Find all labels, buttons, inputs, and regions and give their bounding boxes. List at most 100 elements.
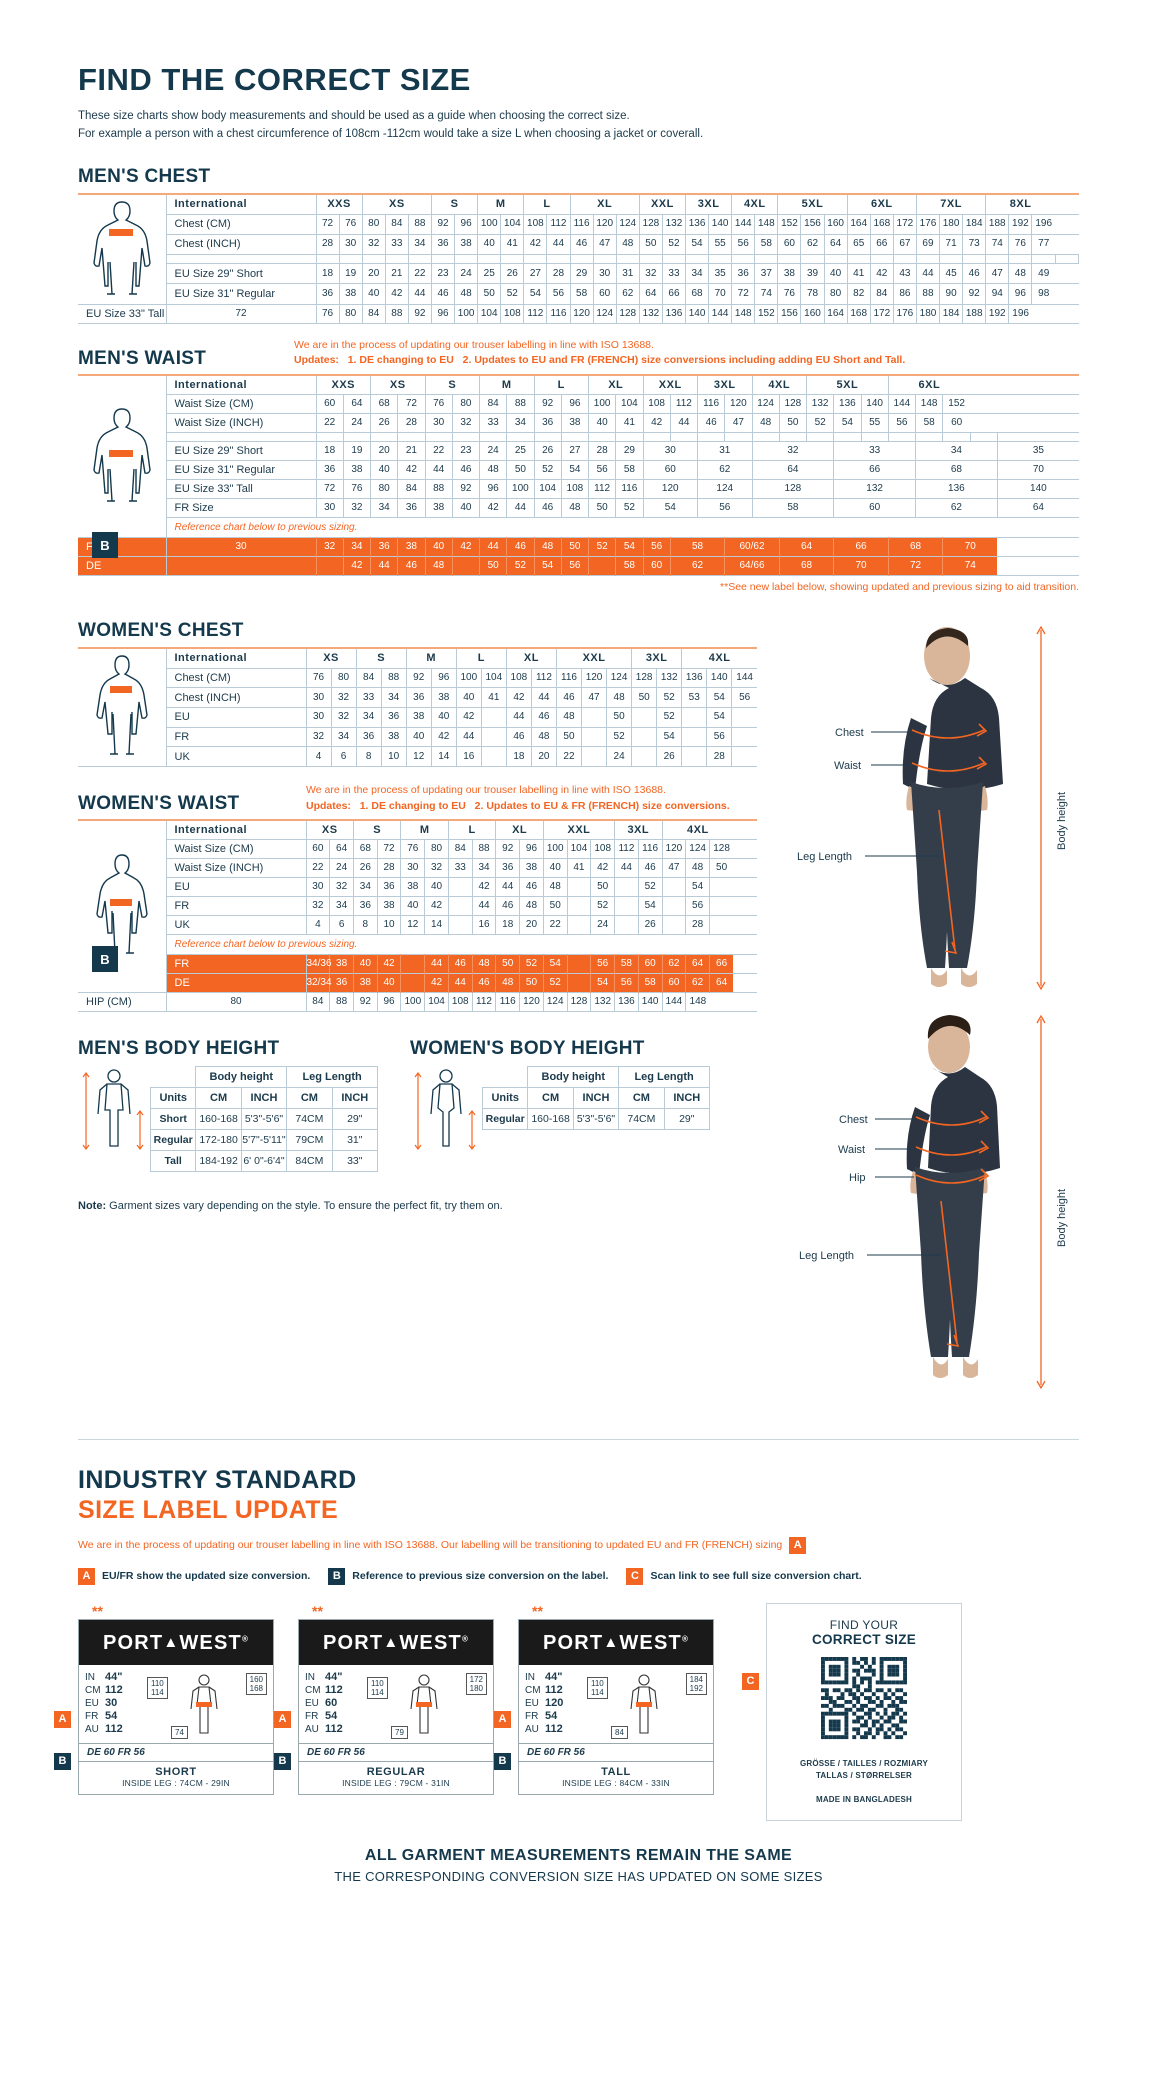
spec-row-eu: EU 60 [305,1697,363,1710]
womens-body-height-title: WOMEN'S BODY HEIGHT [410,1038,645,1060]
row-label: International [166,820,307,840]
mountain-icon: ▲ [163,1633,180,1651]
cell: 92 [353,992,378,1012]
cell [662,915,687,935]
cell: 47 [985,263,1010,284]
spec-row-fr: FR 54 [525,1710,583,1723]
cell: 50 [779,413,808,433]
cell: 40 [353,954,378,974]
cell: 136 [915,479,998,499]
cell: 14 [431,746,457,767]
iso-note-men: We are in the process of updating our tr… [294,338,654,351]
cell: 152 [754,304,779,324]
cell: 128 [779,394,808,414]
cell: 24 [606,746,633,767]
cell: 60 [306,839,331,859]
cell: 23 [431,263,456,284]
cell: 108 [643,394,671,414]
cell: 45 [939,263,964,284]
cell: 38 [519,858,544,878]
cell: 18 [495,915,521,935]
cell: 50 [477,283,502,305]
spec-key: AU [525,1723,539,1735]
size-header-m: M [479,375,535,395]
legend-text-a: EU/FR show the updated size conversion. [102,1570,311,1583]
mountain-icon: ▲ [603,1633,620,1651]
cell: 72 [888,556,944,576]
qr-code[interactable] [821,1656,907,1743]
cell [732,727,757,747]
table-header-row: International XXS XS S M L XL XXL 3XL 4XL 5XL 6XL [78,375,1079,538]
cell: 64 [685,954,710,974]
spec-row-au: AU 112 [305,1723,363,1736]
spacer-cell [166,254,317,264]
legend-badge-c: C [626,1567,644,1585]
cell: 46 [697,413,726,433]
cell: 48 [616,234,640,255]
cell: 12 [400,915,426,935]
cell: 34 [381,687,407,708]
bh-cell: 6' 0"-6'4" [240,1150,288,1173]
cell: 22 [543,915,568,935]
cell: 46 [495,896,521,916]
table-row: HIP (CM) 80 84 88 92 96 100 104 108 112 116 120 124 1… [78,992,757,1012]
cell: 60/62 [724,537,780,557]
cell: 39 [800,263,825,284]
cell: 64 [1032,502,1044,514]
cell: 42 [456,707,482,728]
spec-value: 120 [545,1696,564,1709]
cell: 108 [500,304,525,324]
bh-group-body-height: Body height [195,1066,288,1089]
product-label-card-tall: ** PORT▲WEST® IN 44" CM 112 EU 120 FR 54 AU 112 110 1… [494,1603,714,1795]
cell: 72 [397,394,426,414]
cell: 65 [847,234,871,255]
cell: 47 [662,858,687,878]
cell: 62 [662,954,687,974]
cell: 192 [985,304,1010,324]
badge-c-label: C [742,1672,759,1690]
cell: 38 [400,877,426,897]
cell [448,877,473,897]
cell: 92 [962,283,987,305]
spec-value: 30 [105,1696,118,1709]
cell: 42 [479,498,508,518]
cell: 48 [606,687,633,708]
cell: 32 [306,727,332,747]
womens-waist-title: WOMEN'S WAIST [78,793,240,815]
bh-cell: 160-168 [527,1108,574,1131]
spec-list: IN 44" CM 112 EU 120 FR 54 AU 112 [525,1671,583,1739]
bh-row: Tall 184-192 6' 0"-6'4" 84CM 33" [149,1150,379,1173]
bh-cell: 5'3"-5'6" [240,1108,288,1131]
badge-b-womens-waist: B [92,946,118,973]
cell: 22 [556,746,583,767]
cell: 36 [356,727,382,747]
cell: 78 [800,283,825,305]
cell: 38 [454,234,479,255]
cell: 116 [615,479,644,499]
cell: 36 [370,537,399,557]
cell: 50 [606,707,633,728]
cell: 73 [962,234,987,255]
cell: 96 [431,304,456,324]
cell: 35 [708,263,733,284]
qr-card[interactable]: FIND YOUR CORRECT SIZE GRÖSSE / TAILLES / … [766,1602,962,1821]
cell: 50 [543,896,568,916]
cell: 18 [316,441,344,461]
label-update-intro-row: We are in the process of updating our tr… [78,1536,1079,1554]
bh-sub-header: Units CM INCH CM INCH [149,1087,379,1110]
cell: 26 [500,263,525,284]
cell [581,727,608,747]
cell: 40 [431,707,457,728]
cell: 80 [452,394,481,414]
cell: 80 [166,992,307,1012]
size-header-l: L [448,820,497,840]
spacer-cell [800,254,825,264]
cell [681,746,708,767]
updates-note-women: Updates: 1. DE changing to EU 2. Updates… [306,799,757,815]
bh-col-cm: CM [618,1087,665,1110]
cell: 31 [697,441,753,461]
label-measurements: IN 44" CM 112 EU 30 FR 54 AU 112 110 114 160 168 74 [79,1665,273,1743]
cell: 128 [631,668,658,688]
spec-row-cm: CM 112 [525,1684,583,1697]
reference-row-de: DE 42 44 46 48 50 52 54 56 58 60 62 64/66 68 70 72 74 [78,556,1079,576]
